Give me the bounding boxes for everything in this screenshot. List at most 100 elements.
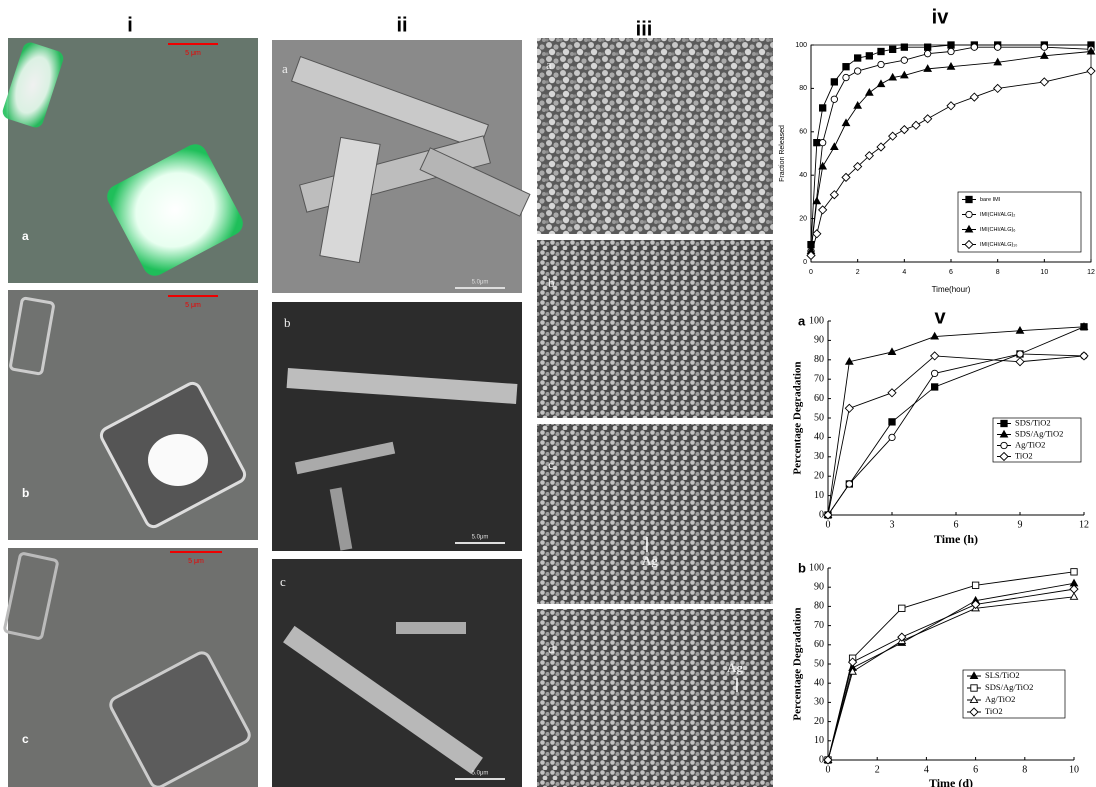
marker — [901, 57, 907, 63]
marker — [830, 191, 838, 199]
marker — [971, 44, 977, 50]
x-tick-label: 4 — [902, 269, 906, 276]
y-tick-label: 80 — [799, 85, 807, 92]
y-tick-label: 0 — [819, 509, 824, 520]
series-line — [828, 572, 1074, 760]
legend-label: SLS/TiO2 — [985, 670, 1020, 680]
panel-label: a — [282, 61, 288, 76]
panel-label: a — [22, 229, 29, 243]
marker — [1040, 78, 1048, 86]
marker — [1001, 442, 1007, 448]
legend-label: SDS/Ag/TiO2 — [985, 682, 1033, 692]
annotation: Ag — [642, 553, 658, 568]
panel-label: b — [284, 315, 291, 330]
y-tick-label: 90 — [814, 581, 824, 592]
x-tick-label: 12 — [1079, 519, 1089, 530]
marker — [877, 80, 884, 86]
marker — [845, 404, 853, 412]
scale-bar-label: 5.0μm — [472, 771, 489, 777]
scale-bar-label: 5 μm — [185, 302, 201, 309]
panel-label: a — [546, 57, 552, 72]
x-tick-label: 6 — [949, 269, 953, 276]
marker — [899, 605, 905, 611]
y-axis-label: Fraction Released — [779, 125, 786, 182]
marker — [901, 44, 907, 50]
marker — [971, 685, 977, 691]
legend-label: TiO2 — [985, 706, 1003, 716]
x-tick-label: 8 — [1022, 764, 1027, 775]
column-header: i — [127, 14, 133, 36]
x-tick-label: 3 — [890, 519, 895, 530]
marker — [948, 42, 954, 48]
y-tick-label: 60 — [814, 639, 824, 650]
legend-label: IMI(CHI/ALG)₆ — [980, 227, 1016, 233]
marker — [854, 68, 860, 74]
x-axis-label: Time (h) — [934, 532, 978, 546]
y-tick-label: 0 — [803, 259, 807, 266]
marker — [843, 64, 849, 70]
y-tick-label: 20 — [799, 215, 807, 222]
y-tick-label: 80 — [814, 354, 824, 365]
marker — [972, 582, 978, 588]
marker — [854, 55, 860, 61]
marker — [994, 84, 1002, 92]
y-tick-label: 60 — [799, 129, 807, 136]
y-tick-label: 20 — [814, 716, 824, 727]
y-tick-label: 90 — [814, 335, 824, 346]
x-tick-label: 8 — [996, 269, 1000, 276]
marker — [889, 434, 895, 440]
y-tick-label: 30 — [814, 697, 824, 708]
marker — [948, 48, 954, 54]
x-tick-label: 10 — [1069, 764, 1079, 775]
marker — [1071, 569, 1077, 575]
marker — [1070, 593, 1077, 599]
marker — [931, 384, 937, 390]
legend-label: TiO2 — [1015, 450, 1033, 460]
y-tick-label: 70 — [814, 620, 824, 631]
legend-label: Ag/TiO2 — [1015, 439, 1045, 449]
column-header: v — [934, 306, 946, 328]
panel-label: b — [22, 486, 29, 500]
marker — [878, 48, 884, 54]
y-tick-label: 50 — [814, 658, 824, 669]
marker — [819, 139, 825, 145]
marker — [1080, 352, 1088, 360]
marker — [813, 230, 821, 238]
panel-label: c — [22, 732, 29, 746]
marker — [966, 196, 972, 202]
marker — [924, 44, 930, 50]
marker — [1087, 67, 1095, 75]
marker — [931, 370, 937, 376]
legend-label: IMI(CHI/ALG)₁₀ — [980, 242, 1017, 248]
marker — [889, 46, 895, 52]
marker — [924, 115, 932, 123]
y-tick-label: 100 — [809, 562, 824, 573]
panel-label: c — [548, 457, 554, 472]
panel-label: b — [798, 560, 806, 575]
panel-label: a — [798, 313, 806, 328]
y-tick-label: 40 — [814, 677, 824, 688]
y-tick-label: 50 — [814, 412, 824, 423]
marker — [900, 126, 908, 134]
marker — [924, 50, 930, 56]
y-tick-label: 70 — [814, 373, 824, 384]
marker — [843, 74, 849, 80]
legend-label: SDS/Ag/TiO2 — [1015, 428, 1063, 438]
y-tick-label: 0 — [819, 754, 824, 765]
column-header: iv — [932, 6, 950, 28]
scale-bar-label: 5.0μm — [472, 535, 489, 541]
y-tick-label: 80 — [814, 601, 824, 612]
y-tick-label: 10 — [814, 735, 824, 746]
marker — [813, 197, 820, 203]
legend-label: Ag/TiO2 — [985, 694, 1015, 704]
y-tick-label: 100 — [795, 42, 807, 49]
x-tick-label: 6 — [954, 519, 959, 530]
legend-label: bare IMI — [980, 197, 1001, 203]
marker — [912, 121, 920, 129]
x-tick-label: 2 — [856, 269, 860, 276]
marker — [878, 61, 884, 67]
x-tick-label: 0 — [826, 519, 831, 530]
marker — [831, 143, 838, 149]
micrograph-column-ii — [272, 40, 530, 787]
